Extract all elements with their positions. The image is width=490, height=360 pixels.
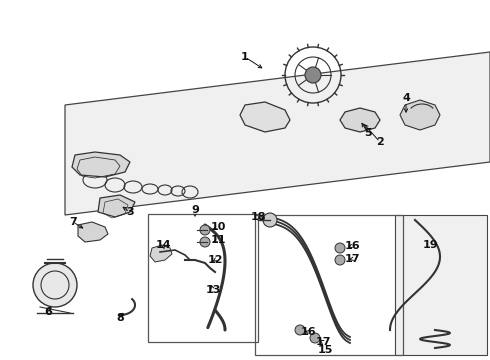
Circle shape [335,255,345,265]
Polygon shape [400,100,440,130]
Circle shape [200,237,210,247]
Text: 13: 13 [205,285,221,295]
Text: 6: 6 [44,307,52,317]
Text: 10: 10 [210,222,226,232]
Text: 1: 1 [241,52,249,62]
Circle shape [263,213,277,227]
Text: 2: 2 [376,137,384,147]
Polygon shape [65,52,490,215]
Polygon shape [98,195,135,217]
Text: 16: 16 [300,327,316,337]
Bar [255,215,403,355]
Text: 4: 4 [402,93,410,103]
Polygon shape [240,102,290,132]
Text: 15: 15 [318,345,333,355]
Text: 11: 11 [210,235,226,245]
Circle shape [33,263,77,307]
Circle shape [335,243,345,253]
Polygon shape [78,222,108,242]
Text: 18: 18 [250,212,266,222]
Circle shape [305,67,321,83]
Bar [148,214,258,342]
Polygon shape [72,152,130,177]
Text: 9: 9 [191,205,199,215]
Circle shape [200,225,210,235]
Text: 16: 16 [344,241,360,251]
Text: 12: 12 [207,255,223,265]
Polygon shape [150,245,172,262]
Text: 8: 8 [116,313,124,323]
Text: 14: 14 [155,240,171,250]
Text: 17: 17 [344,254,360,264]
Circle shape [310,333,320,343]
Text: 7: 7 [69,217,77,227]
Text: 17: 17 [315,337,331,347]
Polygon shape [340,108,380,132]
Text: 3: 3 [126,207,134,217]
Circle shape [295,325,305,335]
Text: 5: 5 [364,128,372,138]
Text: 19: 19 [422,240,438,250]
Polygon shape [395,215,487,355]
